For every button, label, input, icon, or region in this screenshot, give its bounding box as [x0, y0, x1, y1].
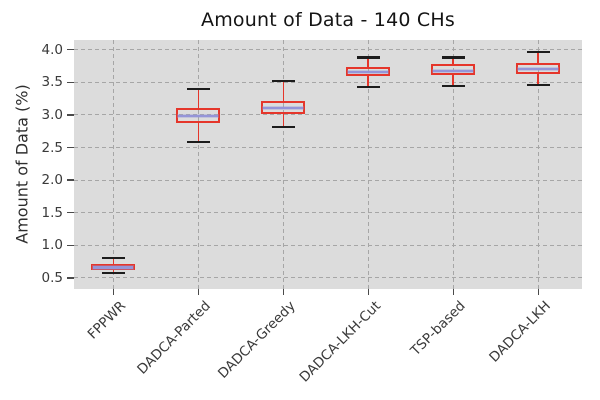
median-line [348, 70, 389, 74]
gridline-horizontal [74, 179, 582, 181]
y-tick-label: 0.5 [41, 269, 63, 286]
chart-title: Amount of Data - 140 CHs [201, 9, 455, 31]
whisker-upper [452, 57, 455, 65]
median-line [518, 67, 559, 70]
gridline-horizontal [74, 81, 582, 83]
whisker-cap-bottom [526, 83, 550, 87]
gridline-vertical [282, 40, 284, 289]
y-tick-label: 1.0 [41, 237, 63, 254]
median-line [433, 70, 474, 73]
x-tick-label: TSP-based [407, 298, 469, 360]
x-tick-mark [367, 289, 369, 295]
whisker-cap-bottom [101, 272, 125, 275]
gridline-vertical [452, 40, 454, 289]
y-tick-mark [67, 49, 74, 51]
x-tick-mark [112, 289, 114, 295]
boxplot-box [176, 108, 221, 123]
whisker-cap-top [356, 56, 380, 59]
whisker-lower [197, 122, 200, 142]
y-tick-label: 1.5 [41, 204, 63, 221]
whisker-upper [112, 257, 115, 265]
x-tick-label: DADCA-Greedy [214, 298, 299, 382]
y-tick-mark [67, 146, 74, 149]
gridline-vertical [537, 40, 539, 289]
gridline-horizontal [74, 114, 582, 116]
whisker-cap-top [441, 56, 465, 59]
boxplot-box [516, 63, 561, 74]
whisker-cap-top [101, 256, 125, 259]
whisker-lower [282, 113, 285, 128]
median-line [263, 106, 304, 109]
whisker-lower [452, 74, 455, 87]
x-tick-mark [282, 289, 284, 295]
gridline-vertical [112, 40, 114, 289]
y-tick-label: 2.0 [41, 172, 63, 189]
x-tick-label: DADCA-Parted [134, 298, 214, 378]
y-tick-label: 3.5 [41, 74, 63, 91]
boxplot-box [91, 264, 136, 271]
whisker-cap-top [526, 50, 550, 53]
whisker-upper [367, 57, 370, 68]
boxplot-box [346, 67, 391, 76]
y-tick-mark [67, 114, 74, 116]
gridline-horizontal [74, 212, 582, 214]
y-tick-mark [67, 277, 74, 279]
boxplot-box [261, 100, 306, 114]
y-tick-label: 2.5 [41, 139, 63, 156]
x-tick-label: DADCA-LKH [486, 298, 554, 366]
median-line [178, 114, 219, 117]
whisker-upper [197, 88, 200, 109]
y-tick-label: 4.0 [41, 41, 63, 58]
whisker-cap-bottom [186, 140, 210, 143]
gridline-horizontal [74, 277, 582, 279]
gridline-horizontal [74, 244, 582, 246]
whisker-cap-bottom [271, 126, 295, 129]
whisker-cap-top [271, 79, 295, 83]
y-tick-mark [67, 212, 74, 214]
x-tick-label: DADCA-LKH-Cut [296, 298, 384, 386]
x-tick-mark [197, 289, 199, 295]
x-tick-mark [452, 289, 454, 295]
y-tick-mark [67, 244, 74, 247]
y-tick-mark [67, 179, 74, 181]
gridline-vertical [367, 40, 369, 289]
y-tick-mark [67, 81, 74, 84]
whisker-lower [537, 73, 540, 85]
whisker-cap-top [186, 87, 210, 90]
x-tick-mark [537, 289, 539, 295]
whisker-upper [537, 51, 540, 64]
gridline-vertical [197, 40, 199, 289]
whisker-upper [282, 81, 285, 101]
plot-area [74, 40, 582, 289]
whisker-cap-bottom [441, 85, 465, 88]
gridline-horizontal [74, 147, 582, 149]
boxplot-box [431, 64, 476, 75]
x-tick-label: FPPWR [84, 298, 129, 343]
whisker-lower [112, 270, 115, 274]
whisker-lower [367, 75, 370, 87]
median-line [93, 266, 134, 269]
gridline-horizontal [74, 49, 582, 51]
y-tick-label: 3.0 [41, 106, 63, 123]
whisker-cap-bottom [356, 85, 380, 89]
